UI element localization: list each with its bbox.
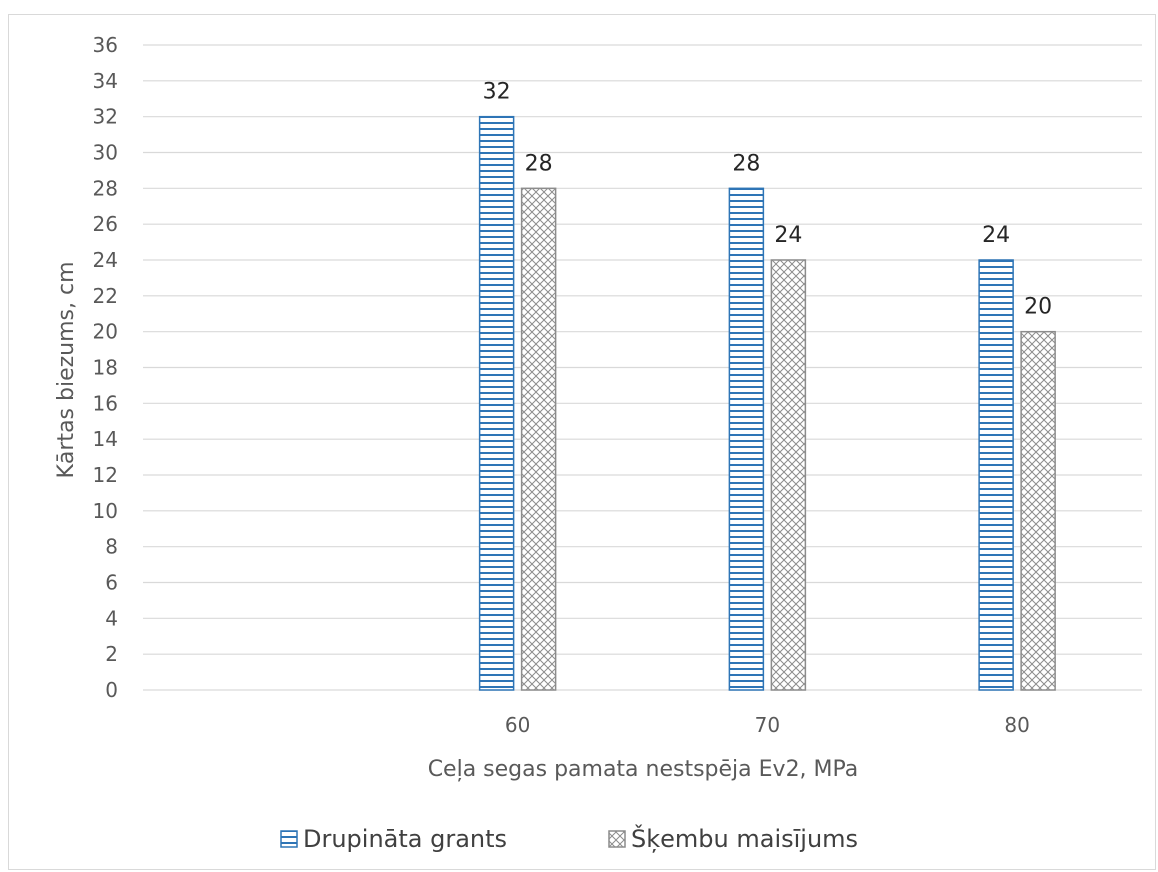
y-tick-label: 28 — [93, 176, 118, 200]
data-label: 24 — [774, 223, 802, 248]
y-tick-label: 22 — [93, 284, 118, 308]
y-tick-label: 26 — [93, 212, 118, 236]
y-tick-label: 16 — [93, 391, 118, 415]
y-tick-label: 24 — [93, 248, 118, 272]
x-axis-title: Ceļa segas pamata nestspēja Ev2, MPa — [428, 757, 859, 782]
y-axis-title: Kārtas biezums, cm — [54, 261, 79, 478]
data-labels: 32 28 28 24 24 20 — [483, 80, 1053, 320]
legend-swatch-2 — [608, 830, 626, 848]
y-tick-label: 34 — [93, 69, 118, 93]
y-tick-label: 18 — [93, 356, 118, 380]
y-tick-label: 6 — [105, 571, 118, 595]
chart-frame — [8, 14, 1156, 870]
data-label: 24 — [982, 223, 1010, 248]
x-tick-label: 70 — [755, 713, 780, 737]
legend: Drupināta grants Šķembu maisījums — [280, 823, 858, 853]
x-tick-label: 60 — [505, 713, 530, 737]
y-tick-label: 20 — [93, 320, 118, 344]
data-label: 28 — [525, 151, 553, 176]
y-tick-label: 14 — [93, 427, 118, 451]
bar-series-1-80 — [978, 259, 1014, 691]
y-tick-label: 12 — [93, 463, 118, 487]
y-tick-label: 4 — [105, 606, 118, 630]
bar-series-2-70 — [770, 259, 807, 691]
y-tick-label: 2 — [105, 642, 118, 666]
legend-label-2: Šķembu maisījums — [631, 823, 858, 853]
bar-series-2-60 — [520, 187, 557, 691]
legend-swatch-1 — [280, 830, 298, 848]
y-tick-label: 30 — [93, 141, 118, 165]
bar-series-1-60 — [478, 115, 515, 691]
data-label: 32 — [483, 80, 511, 105]
gridlines — [143, 44, 1142, 691]
data-label: 28 — [732, 151, 760, 176]
y-tick-label: 32 — [93, 105, 118, 129]
y-tick-label: 0 — [105, 678, 118, 702]
bar-series-2-80 — [1020, 330, 1056, 691]
y-tick-label: 36 — [93, 33, 118, 57]
x-axis-ticks: 60 70 80 — [505, 713, 1030, 737]
legend-label-1: Drupināta grants — [303, 825, 507, 853]
bar-series-1-70 — [728, 187, 765, 691]
x-tick-label: 80 — [1004, 713, 1029, 737]
data-label: 20 — [1024, 295, 1052, 320]
bars — [478, 115, 1056, 691]
y-tick-label: 8 — [105, 535, 118, 559]
y-tick-label: 10 — [93, 499, 118, 523]
